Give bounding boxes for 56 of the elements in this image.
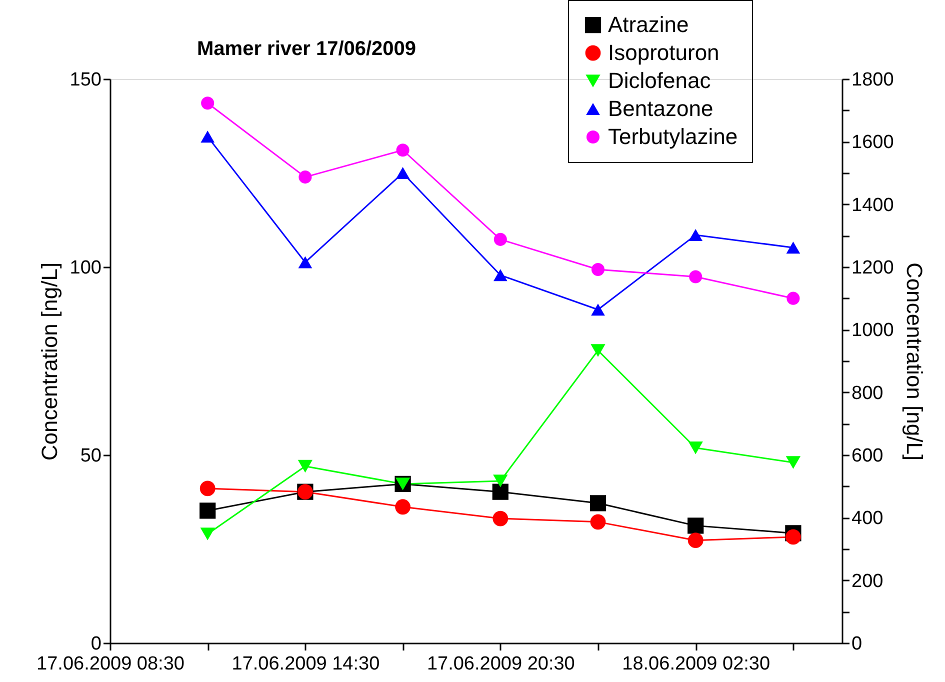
legend-label: Terbutylazine <box>608 124 738 149</box>
x-tick-label: 18.06.2009 02:30 <box>622 654 770 674</box>
legend-label: Diclofenac <box>608 68 711 93</box>
y2-axis-title: Concentration [ng/L] <box>902 262 927 461</box>
point <box>688 532 704 548</box>
y-tick-label: 50 <box>80 446 102 466</box>
point <box>785 529 801 545</box>
point <box>590 514 606 530</box>
point <box>688 442 703 454</box>
point <box>689 270 702 284</box>
y2-tick-label: 600 <box>852 446 884 466</box>
y-axis-title: Concentration [ng/L] <box>36 262 62 461</box>
point <box>786 456 801 469</box>
y-tick-label: 100 <box>70 258 102 278</box>
point <box>590 344 606 357</box>
legend-label: Isoproturon <box>608 40 720 65</box>
point <box>200 528 215 540</box>
point <box>591 263 605 276</box>
point <box>494 232 507 246</box>
y2-tick-label: 0 <box>852 634 862 654</box>
point <box>688 229 703 242</box>
point <box>201 96 214 110</box>
point <box>493 474 508 488</box>
point <box>298 170 312 184</box>
y-tick-label: 0 <box>90 634 102 654</box>
point <box>688 518 704 534</box>
point <box>590 495 606 512</box>
point <box>492 484 508 500</box>
point <box>786 292 800 305</box>
y2-tick-label: 1000 <box>852 320 894 342</box>
y2-tick-label: 1800 <box>852 70 894 90</box>
point <box>591 304 605 316</box>
point <box>492 510 508 526</box>
x-tick-label: 17.06.2009 14:30 <box>232 654 380 674</box>
y2-tick-label: 1600 <box>852 132 894 154</box>
y-tick-label: 150 <box>70 70 102 90</box>
point <box>493 269 508 282</box>
chart-title: Mamer river 17/06/2009 <box>197 38 416 60</box>
point <box>395 499 411 515</box>
y2-tick-label: 800 <box>852 382 884 404</box>
point <box>298 460 313 473</box>
point <box>396 166 410 180</box>
x-tick-label: 17.06.2009 08:30 <box>36 654 184 674</box>
point <box>200 130 215 143</box>
legend-label: Atrazine <box>608 12 689 37</box>
x-tick-label: 17.06.2009 20:30 <box>426 654 575 674</box>
point <box>200 480 216 496</box>
y2-tick-label: 200 <box>852 570 884 592</box>
legend-label: Bentazone <box>608 96 714 121</box>
point <box>200 502 216 519</box>
point <box>298 256 312 268</box>
y2-tick-label: 1200 <box>852 258 894 278</box>
y2-tick-label: 1400 <box>852 194 894 216</box>
y2-tick-label: 400 <box>852 508 884 530</box>
point <box>786 242 800 254</box>
point <box>396 144 410 157</box>
